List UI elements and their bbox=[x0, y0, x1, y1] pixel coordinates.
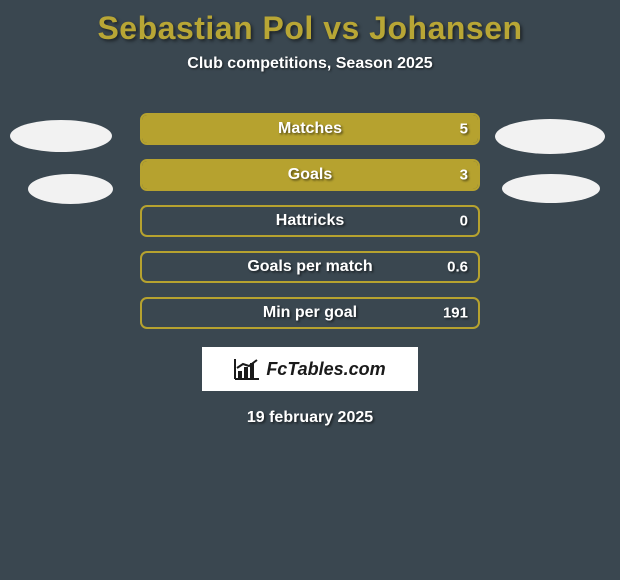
stat-row: Min per goal 191 bbox=[140, 297, 480, 329]
stat-label: Goals per match bbox=[247, 258, 372, 276]
stat-row: Matches 5 bbox=[140, 113, 480, 145]
stat-label: Hattricks bbox=[276, 212, 344, 230]
stat-value: 5 bbox=[460, 121, 468, 138]
subtitle: Club competitions, Season 2025 bbox=[0, 55, 620, 73]
stat-value: 191 bbox=[443, 305, 468, 322]
chart-icon bbox=[234, 358, 260, 380]
stat-row: Goals 3 bbox=[140, 159, 480, 191]
stat-value: 0 bbox=[460, 213, 468, 230]
stat-row: Hattricks 0 bbox=[140, 205, 480, 237]
comparison-card: Sebastian Pol vs Johansen Club competiti… bbox=[0, 0, 620, 580]
stats-list: Matches 5 Goals 3 Hattricks 0 Goals per match 0… bbox=[140, 113, 480, 329]
stat-value: 0.6 bbox=[447, 259, 468, 276]
stat-label: Min per goal bbox=[263, 304, 357, 322]
stat-row: Goals per match 0.6 bbox=[140, 251, 480, 283]
page-title: Sebastian Pol vs Johansen bbox=[0, 10, 620, 47]
date-label: 19 february 2025 bbox=[0, 409, 620, 427]
player-marker-3 bbox=[502, 174, 600, 203]
stat-value: 3 bbox=[460, 167, 468, 184]
brand-text: FcTables.com bbox=[266, 359, 385, 380]
stat-label: Goals bbox=[288, 166, 332, 184]
stat-label: Matches bbox=[278, 120, 342, 138]
player-marker-0 bbox=[10, 120, 112, 152]
player-marker-2 bbox=[28, 174, 113, 204]
player-marker-1 bbox=[495, 119, 605, 154]
brand-box[interactable]: FcTables.com bbox=[202, 347, 418, 391]
